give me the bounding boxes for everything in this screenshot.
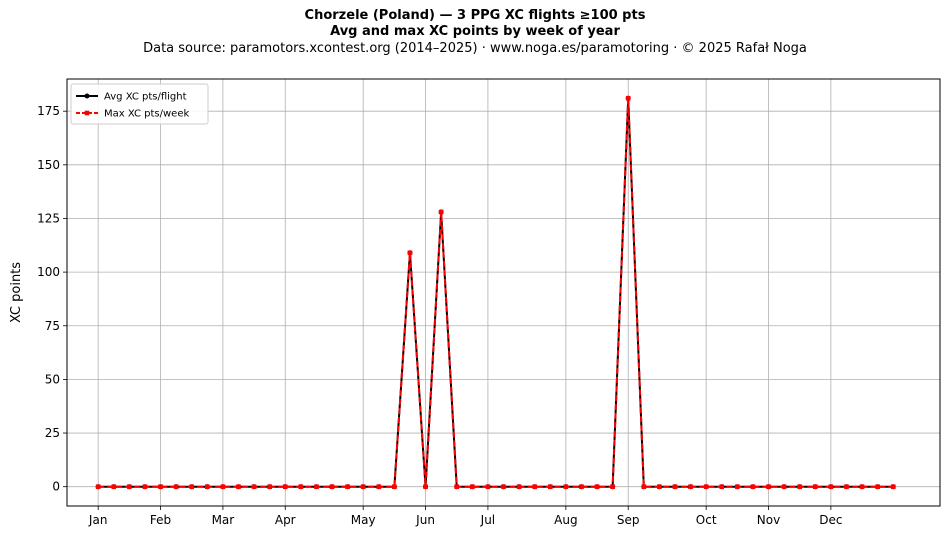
data-point <box>516 484 522 489</box>
data-point <box>735 484 740 489</box>
data-point <box>298 484 304 489</box>
data-point <box>594 484 600 489</box>
data-point <box>392 484 397 489</box>
series-layer <box>95 95 896 490</box>
x-tick-label: Feb <box>150 513 171 527</box>
y-tick-label: 100 <box>37 265 60 279</box>
data-point <box>345 484 350 489</box>
y-tick-label: 150 <box>37 158 60 172</box>
data-point <box>251 484 257 489</box>
legend-entry-label: Avg XC pts/flight <box>104 92 187 103</box>
plot-frame <box>66 78 941 507</box>
y-tick-label: 175 <box>37 104 60 118</box>
x-tick-label: Jul <box>480 513 495 527</box>
x-tick-label: Aug <box>554 513 577 527</box>
data-point <box>360 484 366 489</box>
data-point <box>672 484 678 489</box>
legend: Avg XC pts/flight Max XC pts/week <box>70 83 209 125</box>
chart-subtitle: Avg and max XC points by week of year <box>330 24 620 39</box>
data-point <box>563 484 569 489</box>
y-axis-label: XC points <box>9 262 24 323</box>
y-tick-label: 125 <box>37 211 60 225</box>
data-point <box>127 484 132 489</box>
data-point <box>485 484 491 489</box>
data-point <box>719 484 725 489</box>
data-point <box>205 484 210 489</box>
x-tick-label: Apr <box>275 513 296 527</box>
grid-lines <box>67 79 940 506</box>
x-tick-label: Nov <box>757 513 780 527</box>
y-tick-label: 25 <box>45 426 60 440</box>
data-point <box>688 484 693 489</box>
y-tick-label: 0 <box>52 480 60 494</box>
data-point <box>314 484 319 489</box>
data-point <box>812 484 818 489</box>
data-point <box>579 484 584 489</box>
data-point <box>438 209 444 215</box>
data-point <box>625 96 631 101</box>
y-axis-ticks: 0 25 50 75 100 125 150 175 <box>37 104 67 494</box>
x-tick-label: Dec <box>819 513 842 527</box>
data-point <box>797 484 802 489</box>
chart-titles: Chorzele (Poland) — 3 PPG XC flights ≥10… <box>0 8 950 57</box>
data-point <box>376 484 382 489</box>
series-line-1 <box>98 97 894 488</box>
data-point <box>641 484 647 489</box>
data-point <box>282 484 288 489</box>
legend-box <box>70 83 209 125</box>
data-source-note: Data source: paramotors.xcontest.org (20… <box>143 41 807 56</box>
data-point <box>423 484 428 489</box>
y-tick-label: 50 <box>45 372 60 386</box>
y-tick-label: 75 <box>45 319 60 333</box>
data-point <box>454 484 460 489</box>
data-point <box>95 484 101 489</box>
x-tick-label: Oct <box>696 513 717 527</box>
data-point <box>547 484 553 489</box>
legend-marker <box>84 110 90 116</box>
data-point <box>890 484 896 489</box>
data-point <box>781 484 787 489</box>
data-point <box>875 484 880 489</box>
x-tick-label: Sep <box>617 513 640 527</box>
data-point <box>236 484 241 489</box>
data-point <box>532 484 537 489</box>
data-point <box>844 484 849 489</box>
data-point <box>750 484 756 489</box>
x-tick-label: May <box>351 513 376 527</box>
data-point <box>189 484 195 489</box>
data-point <box>407 250 413 256</box>
legend-marker <box>84 93 90 99</box>
data-point <box>142 484 148 489</box>
data-point <box>657 484 662 489</box>
x-tick-label: Mar <box>212 513 235 527</box>
data-point <box>220 484 226 489</box>
data-point <box>703 484 709 489</box>
data-point <box>470 484 475 489</box>
chart-title: Chorzele (Poland) — 3 PPG XC flights ≥10… <box>304 8 646 23</box>
data-point <box>173 484 179 489</box>
data-point <box>828 484 834 489</box>
data-point <box>111 484 117 489</box>
x-axis-ticks: Jan Feb Mar Apr May Jun Jul Aug Sep Oct Nov Dec <box>88 506 842 527</box>
x-tick-label: Jan <box>88 513 108 527</box>
data-point <box>329 484 335 489</box>
series-line-2 <box>98 97 894 488</box>
data-point <box>501 484 506 489</box>
x-tick-label: Jun <box>415 513 435 527</box>
data-point <box>610 484 615 489</box>
data-point <box>859 484 865 489</box>
data-point <box>158 484 163 489</box>
legend-entry-label: Max XC pts/week <box>104 109 189 120</box>
data-point <box>766 484 771 489</box>
data-point <box>267 484 272 489</box>
